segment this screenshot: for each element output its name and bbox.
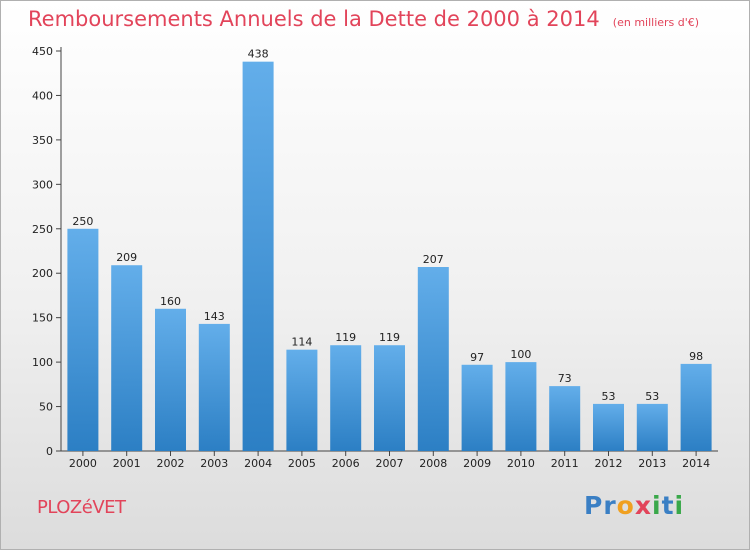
y-tick-label: 300 [32, 178, 53, 191]
x-tick-label: 2010 [507, 457, 535, 470]
value-label-2002: 160 [160, 295, 181, 308]
bar-2008 [417, 267, 449, 451]
x-tick-label: 2000 [69, 457, 97, 470]
bar-2009 [461, 364, 493, 451]
value-label-2005: 114 [291, 336, 312, 349]
value-label-2008: 207 [423, 253, 444, 266]
logo-letter: i [652, 491, 662, 520]
bar-2012 [593, 403, 624, 451]
chart-title: Remboursements Annuels de la Dette de 20… [28, 7, 699, 31]
y-tick-label: 250 [32, 223, 53, 236]
value-label-2014: 98 [689, 350, 703, 363]
logo-letter: P [584, 491, 604, 520]
x-tick-label: 2008 [419, 457, 447, 470]
y-tick-label: 400 [32, 89, 53, 102]
bar-2000 [67, 228, 99, 451]
y-tick-label: 150 [32, 312, 53, 325]
logo-letter: o [616, 491, 635, 520]
logo-letter: i [674, 491, 685, 520]
logo-letter: t [661, 491, 675, 520]
bar-2013 [636, 403, 668, 451]
y-tick-label: 100 [32, 356, 53, 369]
bar-2007 [374, 345, 405, 451]
bar-2006 [330, 345, 362, 451]
chart-title-units: (en milliers d'€) [612, 16, 700, 29]
logo-letter: r [603, 491, 617, 520]
value-label-2009: 97 [470, 351, 484, 364]
bar-2003 [198, 323, 230, 451]
bar-2001 [111, 265, 143, 451]
x-tick-label: 2006 [332, 457, 360, 470]
chart-bars [67, 61, 712, 452]
x-tick-label: 2011 [551, 457, 579, 470]
bar-2004 [242, 61, 274, 452]
x-tick-label: 2009 [463, 457, 491, 470]
value-label-2010: 100 [510, 348, 531, 361]
x-tick-label: 2013 [638, 457, 666, 470]
bar-2002 [155, 308, 186, 451]
value-label-2003: 143 [204, 310, 225, 323]
x-tick-label: 2012 [595, 457, 623, 470]
x-tick-label: 2004 [244, 457, 272, 470]
x-tick-label: 2003 [200, 457, 228, 470]
logo-letter: x [634, 491, 652, 520]
bar-2010 [505, 362, 537, 451]
x-tick-label: 2002 [157, 457, 185, 470]
value-label-2007: 119 [379, 331, 400, 344]
value-label-2012: 53 [602, 390, 616, 403]
chart-labels: 2000 250 2001 209 2002 160 2003 143 2004 438 2005 1… [69, 48, 710, 470]
y-tick-label: 50 [39, 401, 53, 414]
value-label-2000: 250 [72, 215, 93, 228]
value-label-2001: 209 [116, 251, 137, 264]
value-label-2013: 53 [645, 390, 659, 403]
y-tick-label: 0 [46, 445, 53, 458]
x-tick-label: 2001 [113, 457, 141, 470]
chart-title-main: Remboursements Annuels de la Dette de 20… [28, 7, 600, 31]
y-tick-label: 200 [32, 267, 53, 280]
value-label-2004: 438 [248, 48, 269, 61]
value-label-2011: 73 [558, 372, 572, 385]
x-tick-label: 2007 [376, 457, 404, 470]
commune-name: PLOZéVET [37, 497, 126, 518]
bar-2011 [549, 386, 581, 451]
bar-2005 [286, 349, 318, 451]
x-tick-label: 2014 [682, 457, 710, 470]
bar-2014 [680, 363, 712, 451]
y-tick-label: 450 [32, 45, 53, 58]
y-tick-label: 350 [32, 134, 53, 147]
value-label-2006: 119 [335, 331, 356, 344]
x-tick-label: 2005 [288, 457, 316, 470]
proxiti-logo: Proxiti [584, 491, 684, 520]
